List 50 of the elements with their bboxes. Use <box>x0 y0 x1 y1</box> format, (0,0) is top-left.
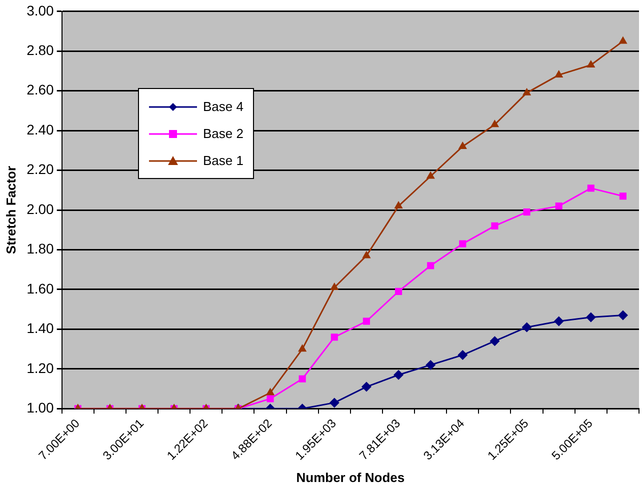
point <box>522 88 532 96</box>
legend-label: Base 2 <box>203 126 244 141</box>
point <box>426 171 435 179</box>
point <box>618 310 628 320</box>
point <box>298 375 306 382</box>
y-tick-label: 1.60 <box>26 280 54 296</box>
y-tick-label: 1.00 <box>26 400 54 416</box>
point <box>458 141 467 149</box>
point <box>554 70 564 78</box>
point <box>298 344 307 352</box>
y-tick-label: 2.40 <box>26 121 54 138</box>
point <box>618 36 628 44</box>
point <box>619 192 627 200</box>
point <box>459 240 466 248</box>
point <box>394 288 402 295</box>
point <box>490 120 500 128</box>
y-tick-label: 1.80 <box>26 240 54 257</box>
point <box>361 382 372 392</box>
point <box>523 208 530 216</box>
point <box>586 60 596 68</box>
point <box>555 202 562 210</box>
point <box>330 334 338 341</box>
y-tick-label: 2.60 <box>26 82 54 98</box>
point <box>394 370 404 380</box>
y-tick-label: 3.00 <box>26 2 54 18</box>
legend-label: Base 1 <box>203 153 244 168</box>
y-tick-label: 2.80 <box>26 42 54 58</box>
point <box>491 222 498 230</box>
point <box>458 350 468 360</box>
y-tick-label: 1.20 <box>26 360 54 376</box>
point <box>587 184 594 192</box>
y-tick-label: 2.00 <box>26 200 54 217</box>
legend-label: Base 4 <box>203 99 244 114</box>
point <box>522 322 532 332</box>
x-axis-title: Number of Nodes <box>296 470 405 485</box>
point <box>394 201 403 209</box>
point <box>554 316 564 326</box>
y-tick-label: 2.20 <box>26 161 54 178</box>
point <box>362 250 371 258</box>
point <box>490 336 500 346</box>
point <box>586 312 596 322</box>
point <box>427 262 434 270</box>
point <box>266 388 275 396</box>
point <box>426 360 436 370</box>
y-tick-label: 1.40 <box>26 320 54 336</box>
point <box>362 318 370 325</box>
point <box>329 398 340 408</box>
point <box>330 282 339 290</box>
point <box>266 395 274 402</box>
y-axis-title: Stretch Factor <box>3 166 18 254</box>
